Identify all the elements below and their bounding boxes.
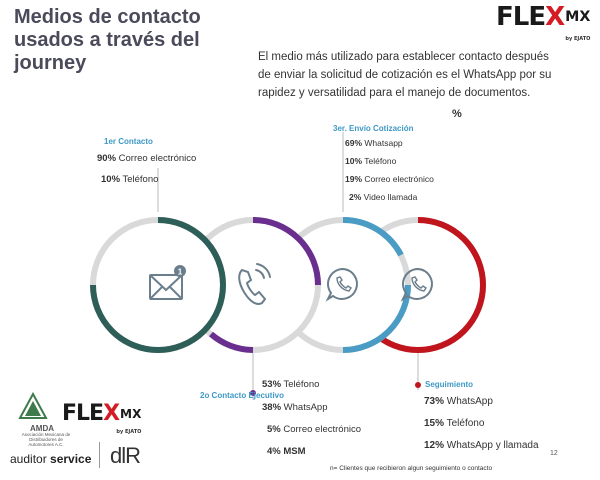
stage-1-item: 10% Teléfono bbox=[101, 174, 159, 185]
svg-text:1: 1 bbox=[178, 268, 183, 277]
auditor-service-logo: auditor service bbox=[10, 452, 92, 466]
stage-3-item: 10% Teléfono bbox=[345, 156, 397, 166]
stage-4-item: 15% Teléfono bbox=[424, 418, 485, 429]
marker-dot-4 bbox=[415, 382, 421, 388]
stage-1-item: 90% Correo electrónico bbox=[97, 153, 197, 164]
page-title: Medios de contacto usados a través del j… bbox=[14, 6, 201, 74]
stage-1-label: 1er Contacto bbox=[104, 137, 153, 146]
amda-logo-icon bbox=[18, 392, 48, 419]
percent-sign: % bbox=[452, 108, 462, 120]
stage-2-item: 4% MSM bbox=[267, 446, 306, 457]
stage-4-item: 73% WhatsApp bbox=[424, 396, 493, 407]
amda-subtitle: Asociación Mexicana de Distribuidores de… bbox=[21, 432, 71, 447]
whatsapp-icon bbox=[325, 267, 358, 302]
page-number: 12 bbox=[550, 450, 558, 457]
stage-3-label: 3er. Envío Cotización bbox=[333, 124, 414, 133]
stage-2-item: 5% Correo electrónico bbox=[267, 424, 361, 435]
stage-4-item: 12% WhatsApp y llamada bbox=[424, 440, 539, 451]
whatsapp-icon bbox=[400, 267, 433, 302]
logo-divider bbox=[99, 442, 100, 468]
stage-3-item: 69% Whatsapp bbox=[345, 138, 403, 148]
circle-primer-contacto bbox=[90, 217, 226, 353]
marker-dot-2 bbox=[250, 390, 256, 396]
stage-3-item: 2% Video llamada bbox=[349, 192, 418, 202]
stage-4-label: Seguimiento bbox=[425, 380, 474, 389]
flexmx-logo: FLEXMX by EJATO bbox=[62, 401, 142, 436]
mail-icon bbox=[149, 274, 183, 300]
stage-2-item: 38% WhatsApp bbox=[262, 402, 328, 413]
circle-segundo-contacto bbox=[185, 217, 321, 353]
footnote: n= Clientes que recibieron algun seguimi… bbox=[330, 465, 493, 472]
phone-icon bbox=[238, 263, 271, 305]
flexmx-logo: FLEXMX by EJATO bbox=[496, 2, 591, 42]
dlr-logo: dlR bbox=[110, 443, 141, 468]
intro-paragraph: El medio más utilizado para establecer c… bbox=[258, 51, 552, 99]
stage-2-item: 53% Teléfono bbox=[262, 379, 320, 390]
stage-2-label: 2o Contacto Ejecutivo bbox=[200, 391, 285, 400]
amda-name: AMDA bbox=[30, 424, 54, 433]
notification-badge-icon: 1 bbox=[174, 265, 186, 277]
stage-3-item: 19% Correo electrónico bbox=[345, 174, 434, 184]
